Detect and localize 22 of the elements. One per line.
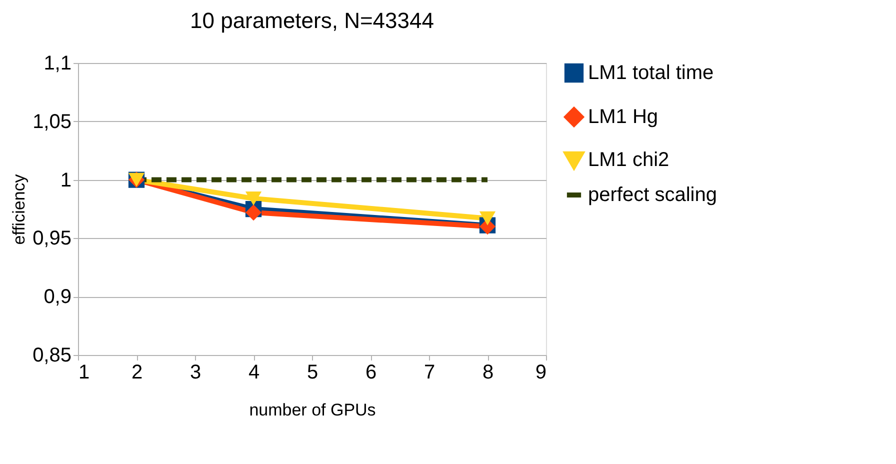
y-tick-label: 1,05 <box>32 110 72 133</box>
y-axis-title: efficiency <box>10 174 29 245</box>
legend-label: LM1 chi2 <box>588 149 670 171</box>
legend-label: LM1 total time <box>588 62 714 84</box>
x-tick-label: 8 <box>482 362 494 384</box>
chart-title: 10 parameters, N=43344 <box>190 8 434 33</box>
x-tick-label: 4 <box>248 362 260 384</box>
x-tick-label: 6 <box>365 362 377 384</box>
x-tick-label: 7 <box>424 362 436 384</box>
x-tick-label: 9 <box>535 362 546 384</box>
y-tick-label: 1 <box>60 169 72 192</box>
legend-label: LM1 Hg <box>588 106 658 128</box>
x-tick-label: 1 <box>78 362 90 384</box>
y-tick-label: 1,1 <box>44 52 72 74</box>
x-tick-label: 2 <box>131 362 143 384</box>
y-tick-label: 0,9 <box>44 286 72 308</box>
y-tick-label: 0,95 <box>32 228 72 250</box>
x-tick-label: 5 <box>306 362 318 384</box>
y-tick-label: 0,85 <box>32 344 72 366</box>
legend-label: perfect scaling <box>588 184 717 206</box>
x-axis-title: number of GPUs <box>249 400 376 420</box>
x-tick-label: 3 <box>190 362 202 384</box>
